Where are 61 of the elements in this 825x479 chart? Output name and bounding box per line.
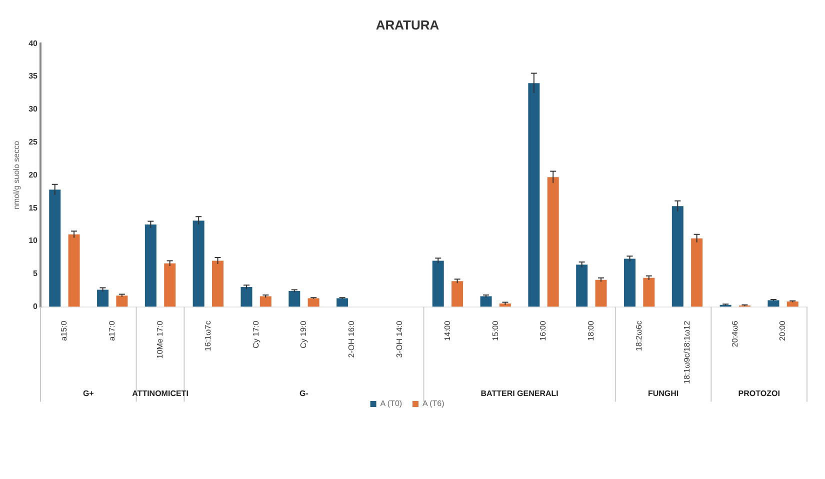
x-tick-label: 2-OH 16:0 — [347, 320, 356, 358]
legend-label: A (T0) — [380, 399, 402, 408]
bar — [595, 280, 607, 307]
x-tick-label: a15:0 — [60, 320, 69, 341]
bar — [624, 258, 636, 307]
text: G- — [300, 389, 309, 398]
text: G+ — [82, 389, 94, 398]
bar — [308, 298, 320, 307]
x-tick-label: a17:0 — [108, 320, 117, 341]
x-tick-label: 16:1ω7c — [203, 320, 212, 352]
y-tick-label: 5 — [33, 269, 38, 278]
bar — [68, 234, 80, 307]
bar — [452, 281, 464, 307]
y-tick-label: 25 — [28, 138, 38, 146]
y-tick-label: 40 — [28, 38, 38, 48]
bar — [528, 83, 540, 307]
y-tick-label: 10 — [28, 236, 38, 246]
x-tick-label: 16:00 — [538, 320, 548, 341]
bar — [49, 190, 61, 307]
bar — [260, 296, 272, 307]
bar — [691, 238, 703, 307]
y-tick-label: 15 — [28, 203, 38, 212]
bar — [672, 206, 684, 307]
bar — [768, 300, 780, 307]
x-tick-label: 14:00 — [442, 320, 452, 341]
bar — [643, 278, 655, 307]
bar — [97, 290, 109, 307]
x-tick-label: Cy 19:0 — [299, 320, 308, 348]
chart-title: ARATURA — [376, 17, 440, 32]
text: BATTERI GENERALI — [480, 389, 558, 398]
bar — [432, 260, 444, 307]
x-tick-label: 3-OH 14:0 — [395, 320, 404, 358]
x-tick-label: Cy 17:0 — [251, 320, 260, 348]
bar — [547, 177, 559, 307]
bar — [576, 264, 588, 307]
x-tick-label: 20:4ω6 — [730, 320, 740, 348]
text: FUNGHI — [648, 389, 679, 398]
x-tick-label: 18:00 — [586, 320, 596, 341]
y-tick-label: 20 — [28, 170, 38, 180]
legend-label: A (T6) — [422, 399, 445, 408]
text: ATTINOMICETI — [132, 389, 188, 398]
bar — [786, 302, 798, 307]
y-axis-title: nmol/g suolo secco — [12, 140, 22, 210]
bar — [336, 298, 348, 307]
y-tick-label: 35 — [28, 72, 38, 81]
x-tick-label: 18:1ω9c/18:1ω12 — [682, 320, 692, 384]
x-tick-label: 20:00 — [778, 320, 788, 341]
x-tick-label: 10Me 17:0 — [155, 320, 164, 359]
bar — [116, 296, 128, 307]
bar — [212, 260, 224, 307]
y-tick-label: 0 — [33, 302, 38, 311]
bar — [480, 296, 492, 307]
bar — [288, 291, 300, 307]
bar — [192, 220, 204, 307]
bar — [240, 287, 252, 307]
x-tick-label: 15:00 — [490, 320, 500, 341]
y-tick-label: 30 — [28, 104, 38, 114]
text: PROTOZOI — [738, 389, 780, 398]
bar — [144, 224, 156, 307]
x-tick-label: 18:2ω6c — [634, 320, 644, 352]
bar — [164, 263, 176, 307]
